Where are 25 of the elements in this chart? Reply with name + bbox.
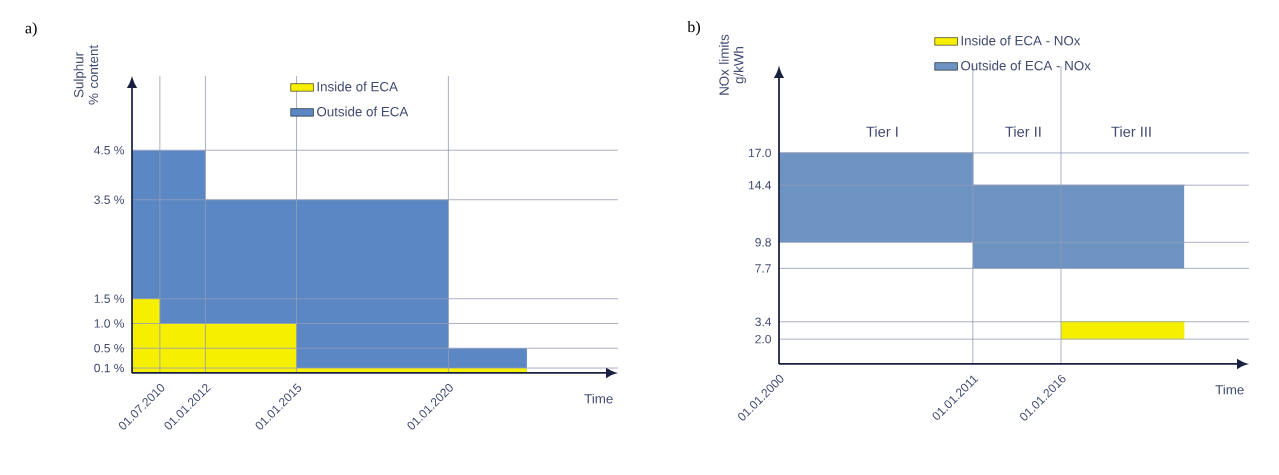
annotation: Tier III <box>1111 126 1151 137</box>
annotation: Tier II <box>1005 126 1041 137</box>
y-tick-label: 1.0 % <box>94 319 125 328</box>
chart-title: b) <box>687 20 700 36</box>
legend-label: Outside of ECA <box>317 106 409 117</box>
y-tick-label: 1.5 % <box>94 294 125 303</box>
y-tick-label: 17.0 <box>749 148 771 158</box>
legend-label: Inside of ECA - NOx <box>961 35 1081 46</box>
legend-label: Inside of ECA <box>317 81 398 92</box>
y-axis-title: Sulphur % content <box>73 45 99 105</box>
y-tick-label: 2.0 <box>755 334 771 344</box>
y-tick-label: 0.5 % <box>94 343 125 353</box>
y-axis-title: NOx limits g/kWh <box>719 34 747 95</box>
y-tick-label: 14.4 <box>749 181 772 190</box>
y-tick-label: 0.1 % <box>94 363 125 373</box>
y-tick-label: 4.5 % <box>94 146 125 155</box>
chart-title: a) <box>25 22 37 37</box>
y-tick-label: 3.5 % <box>94 195 125 204</box>
y-tick-label: 7.7 <box>755 264 771 273</box>
annotation: Tier I <box>866 126 898 137</box>
legend-label: Outside of ECA - NOx <box>961 60 1091 71</box>
y-tick-label: 3.4 <box>755 317 772 327</box>
x-axis-title: Time <box>584 393 613 404</box>
x-axis-title: Time <box>1215 384 1244 395</box>
y-tick-label: 9.8 <box>755 238 771 247</box>
